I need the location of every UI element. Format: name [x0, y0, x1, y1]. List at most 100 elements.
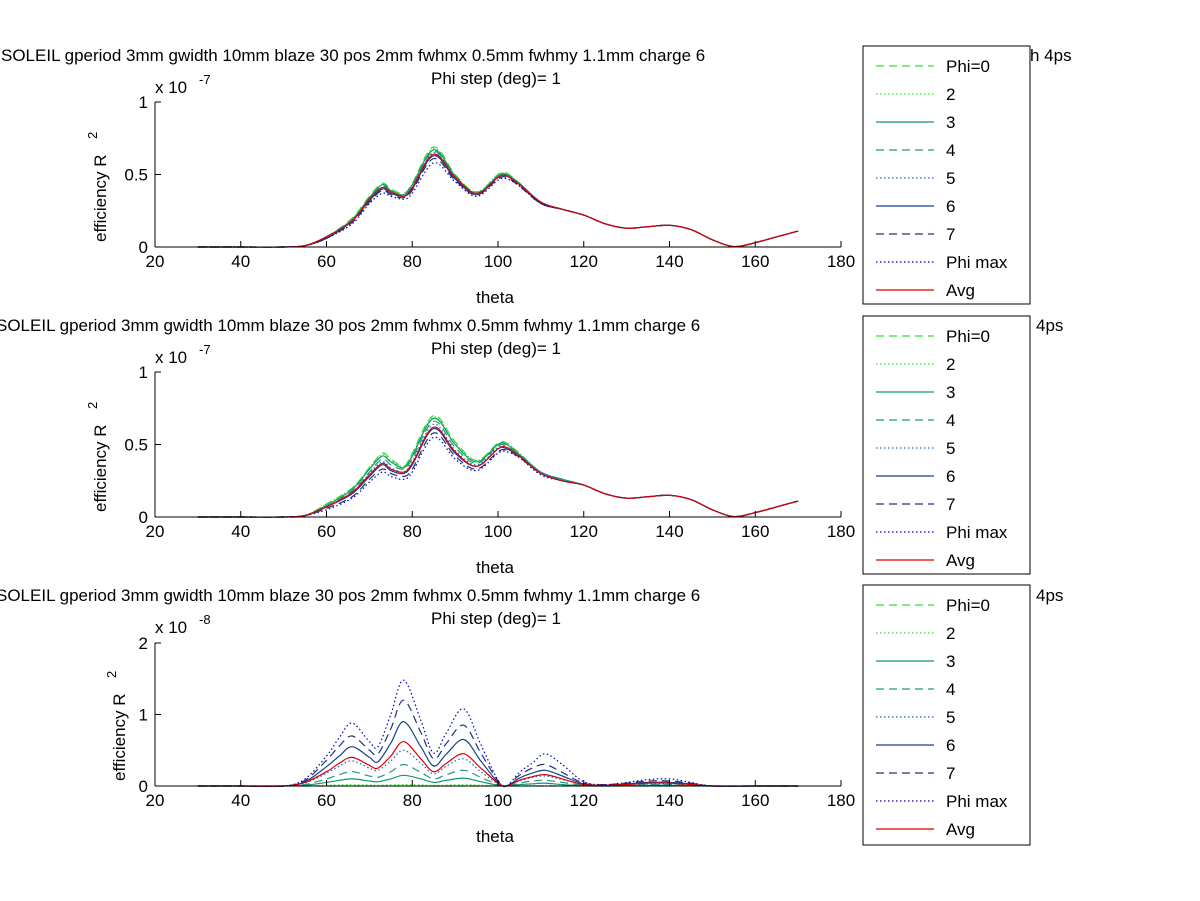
legend-label: 3 — [946, 383, 955, 402]
series-line-phi-0 — [197, 414, 799, 518]
subplot-2-y-label: efficiency R — [91, 424, 110, 512]
subplot-2-series — [197, 414, 799, 518]
legend-label: 7 — [946, 764, 955, 783]
y-tick-label: 1 — [139, 363, 148, 382]
legend-label: 5 — [946, 708, 955, 727]
subplot-2-x-ticks: 20 40 60 80 100 120 140 160 180 — [146, 511, 855, 541]
series-line-avg — [197, 153, 799, 248]
x-tick-label: 100 — [484, 252, 512, 271]
x-tick-label: 140 — [655, 252, 683, 271]
subplot-1-y-label-superscript: 2 — [85, 132, 100, 139]
x-tick-label: 180 — [827, 522, 855, 541]
x-tick-label: 60 — [317, 791, 336, 810]
subplot-2-y-ticks: 00.51 — [124, 363, 161, 527]
subplot-1-exponent-power: -7 — [199, 72, 211, 87]
x-tick-label: 60 — [317, 522, 336, 541]
x-tick-label: 80 — [403, 791, 422, 810]
subplot-1-y-label: efficiency R — [91, 154, 110, 242]
subplot-3: 20 40 60 80 100 120 140 160 180 0 1 2 SOLEIL gperi… — [0, 584, 1063, 846]
subplot-2-title-line2: Phi step (deg)= 1 — [431, 339, 561, 358]
subplot-2-title-line1: SOLEIL gperiod 3mm gwidth 10mm blaze 30 … — [0, 316, 700, 335]
legend-label: 4 — [946, 141, 955, 160]
subplot-2-y-label-superscript: 2 — [85, 402, 100, 409]
x-tick-label: 180 — [827, 791, 855, 810]
subplot-3-y-label-superscript: 2 — [104, 671, 119, 678]
subplot-1-plot-area — [154, 102, 841, 248]
x-tick-label: 160 — [741, 252, 769, 271]
x-tick-label: 120 — [570, 252, 598, 271]
subplot-3-y-label: efficiency R — [110, 693, 129, 781]
series-line-7 — [197, 432, 799, 518]
legend-label: Avg — [946, 281, 975, 300]
x-tick-label: 80 — [403, 522, 422, 541]
subplot-3-axes-box — [155, 643, 841, 786]
series-line-3 — [197, 774, 799, 787]
legend-label: 2 — [946, 624, 955, 643]
subplot-2-x-label: theta — [476, 558, 514, 577]
x-tick-label: 20 — [146, 522, 165, 541]
subplot-2-legend: Phi=0 2 3 4 5 6 7 Phi max Avg — [862, 315, 1031, 575]
subplot-1-exponent-base: x 10 — [155, 78, 187, 97]
subplot-2-legend-box — [862, 315, 1031, 575]
subplot-2-title-line1-tail: 4ps — [1036, 316, 1063, 335]
series-line-7 — [197, 157, 799, 248]
subplot-3-title-line1: SOLEIL gperiod 3mm gwidth 10mm blaze 30 … — [0, 586, 700, 605]
series-line-avg — [197, 741, 799, 787]
subplot-2-plot-area — [154, 372, 841, 518]
subplot-2-exponent-power: -7 — [199, 342, 211, 357]
legend-label: 4 — [946, 680, 955, 699]
legend-label: 5 — [946, 439, 955, 458]
legend-label: 3 — [946, 113, 955, 132]
subplot-3-y-ticks: 0 1 2 — [139, 634, 161, 796]
legend-label: Phi max — [946, 523, 1008, 542]
x-tick-label: 180 — [827, 252, 855, 271]
x-tick-label: 100 — [484, 522, 512, 541]
legend-label: Phi=0 — [946, 327, 990, 346]
series-line-7 — [197, 699, 799, 788]
y-tick-label: 0 — [139, 777, 148, 796]
legend-label: 7 — [946, 225, 955, 244]
subplot-3-x-label: theta — [476, 827, 514, 846]
y-tick-label: 0 — [139, 508, 148, 527]
subplot-1-legend: Phi=0 2 3 4 5 6 7 Phi max Avg — [862, 45, 1031, 305]
x-tick-label: 80 — [403, 252, 422, 271]
subplot-3-legend: Phi=0 2 3 4 5 6 7 Phi max Avg — [862, 584, 1031, 846]
y-tick-label: 0.5 — [124, 166, 148, 185]
subplot-3-x-ticks: 20 40 60 80 100 120 140 160 180 — [146, 780, 855, 810]
subplot-1-legend-box — [862, 45, 1031, 305]
series-line-2 — [197, 147, 799, 248]
y-tick-label: 1 — [139, 706, 148, 725]
series-line-4 — [197, 763, 799, 787]
legend-label: 2 — [946, 355, 955, 374]
x-tick-label: 160 — [741, 791, 769, 810]
legend-label: Phi=0 — [946, 596, 990, 615]
x-tick-label: 140 — [655, 791, 683, 810]
x-tick-label: 140 — [655, 522, 683, 541]
x-tick-label: 40 — [231, 252, 250, 271]
legend-label: Avg — [946, 551, 975, 570]
subplot-3-legend-box — [862, 584, 1031, 846]
x-tick-label: 120 — [570, 522, 598, 541]
subplot-1: 20 40 60 80 100 120 140 160 180 00.51 SOLEIL gpe… — [1, 45, 1072, 307]
series-line-5 — [197, 749, 799, 787]
legend-label: Phi max — [946, 253, 1008, 272]
legend-label: 5 — [946, 169, 955, 188]
series-line-avg — [197, 426, 799, 518]
legend-label: 2 — [946, 85, 955, 104]
subplot-3-series — [197, 679, 799, 788]
subplot-1-series — [197, 146, 799, 248]
x-tick-label: 120 — [570, 791, 598, 810]
subplot-3-exponent-power: -8 — [199, 612, 211, 627]
subplot-3-plot-area — [154, 643, 841, 788]
subplot-2-exponent-base: x 10 — [155, 348, 187, 367]
subplot-1-title-line1: SOLEIL gperiod 3mm gwidth 10mm blaze 30 … — [1, 46, 705, 65]
x-tick-label: 40 — [231, 522, 250, 541]
x-tick-label: 160 — [741, 522, 769, 541]
legend-label: Avg — [946, 820, 975, 839]
x-tick-label: 20 — [146, 252, 165, 271]
legend-label: Phi max — [946, 792, 1008, 811]
subplot-1-title-line2: Phi step (deg)= 1 — [431, 69, 561, 88]
x-tick-label: 60 — [317, 252, 336, 271]
y-tick-label: 0.5 — [124, 436, 148, 455]
